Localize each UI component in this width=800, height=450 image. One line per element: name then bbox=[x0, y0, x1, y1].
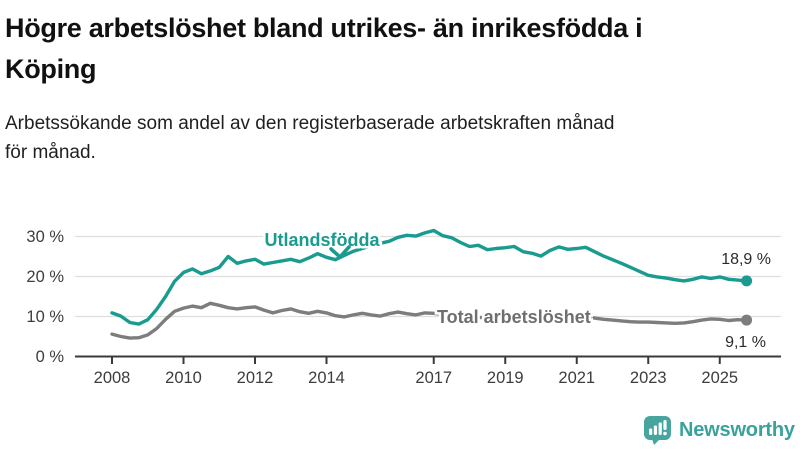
end-dot-utlandsfodda bbox=[741, 275, 753, 287]
title-line-2: Köping bbox=[5, 53, 97, 84]
end-dot-total-arbetsloshet bbox=[741, 314, 753, 326]
x-label-2019: 2019 bbox=[487, 369, 524, 387]
subtitle-line-2: för månad. bbox=[5, 142, 96, 164]
page-title: Högre arbetslöshet bland utrikes- än inr… bbox=[5, 8, 792, 89]
series-label-utlandsfodda: Utlandsfödda bbox=[265, 230, 381, 250]
x-label-2012: 2012 bbox=[237, 369, 274, 387]
newsworthy-icon bbox=[644, 416, 671, 445]
x-label-2008: 2008 bbox=[94, 369, 131, 387]
x-label-2025: 2025 bbox=[701, 369, 738, 387]
x-label-2021: 2021 bbox=[558, 369, 595, 387]
title-line-1: Högre arbetslöshet bland utrikes- än inr… bbox=[5, 13, 643, 43]
chart-svg: 0 % 10 % 20 % 30 % 2008 2010 2012 2014 2… bbox=[26, 228, 781, 387]
chart-header: Högre arbetslöshet bland utrikes- än inr… bbox=[0, 0, 800, 168]
y-tick-0: 0 % bbox=[36, 348, 65, 366]
label-arrow-down-icon bbox=[329, 245, 351, 259]
x-label-2023: 2023 bbox=[630, 369, 667, 387]
subtitle-line-1: Arbetssökande som andel av den registerb… bbox=[5, 113, 615, 134]
series-line-total-arbetsloshet bbox=[110, 301, 749, 340]
y-tick-20: 20 % bbox=[26, 268, 64, 286]
x-label-2017: 2017 bbox=[415, 369, 452, 387]
series-label-total: Total arbetslöshet bbox=[437, 307, 591, 327]
y-tick-10: 10 % bbox=[26, 308, 64, 326]
y-tick-30: 30 % bbox=[26, 228, 64, 246]
series-line-utlandsfodda bbox=[110, 228, 749, 326]
newsworthy-logo: Newsworthy bbox=[643, 415, 795, 446]
end-value-total: 9,1 % bbox=[725, 334, 766, 351]
series-lines-layer bbox=[110, 228, 753, 340]
newsworthy-logo-text: Newsworthy bbox=[679, 419, 795, 441]
x-label-2014: 2014 bbox=[308, 369, 345, 387]
x-label-2010: 2010 bbox=[165, 369, 202, 387]
chart-subtitle: Arbetssökande som andel av den registerb… bbox=[5, 109, 792, 168]
line-chart: 0 % 10 % 20 % 30 % 2008 2010 2012 2014 2… bbox=[0, 212, 800, 407]
end-value-utlandsfodda: 18,9 % bbox=[721, 251, 771, 268]
